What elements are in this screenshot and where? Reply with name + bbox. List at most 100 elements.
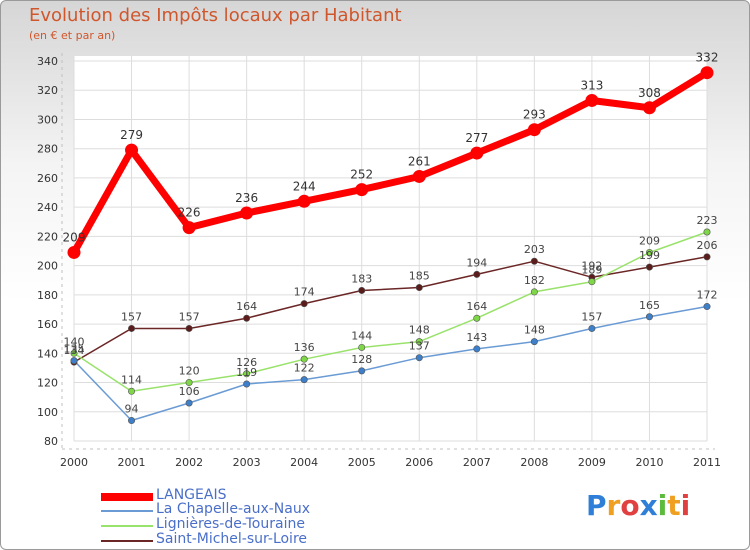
x-tick-label: 2005 [348,456,376,469]
data-point [358,286,366,294]
logo-letter: P [586,489,607,522]
y-tick-label: 140 [37,347,58,360]
series-line-2 [73,231,708,393]
data-label: 279 [120,128,143,142]
legend-label: LANGEAIS [156,487,227,503]
data-label: 206 [697,239,718,252]
legend-swatch [101,525,153,527]
legend-swatch [101,510,153,512]
data-point [128,324,136,332]
data-label: 192 [581,259,602,272]
data-point [415,284,423,292]
logo-letter: r [606,489,621,522]
data-label: 135 [64,343,85,356]
data-point [243,380,251,388]
data-point [585,93,599,107]
data-point [67,245,81,259]
data-point [642,101,656,115]
plot-area [74,56,707,441]
data-label: 261 [408,154,431,168]
data-label: 182 [524,274,545,287]
data-label: 126 [236,356,257,369]
chart-subtitle: (en € et par an) [29,29,116,42]
legend-label: La Chapelle-aux-Naux [156,501,310,517]
x-tick-label: 2007 [463,456,491,469]
data-point [588,324,596,332]
data-label: 134 [64,344,85,357]
y-tick-label: 160 [37,318,58,331]
x-tick-label: 2008 [520,456,548,469]
data-label: 157 [581,310,602,323]
data-label: 137 [409,340,430,353]
data-label: 199 [639,249,660,262]
data-point [412,169,426,183]
y-tick-label: 340 [37,55,58,68]
y-tick-label: 180 [37,289,58,302]
series-line-1 [73,305,708,422]
data-point [185,379,193,387]
series-line-3 [73,256,708,363]
legend-swatch [101,540,153,542]
x-tick-label: 2001 [118,456,146,469]
data-point [415,354,423,362]
data-label: 223 [697,214,718,227]
y-tick-label: 120 [37,377,58,390]
legend-label: Lignières-de-Touraine [156,516,305,532]
data-point [128,387,136,395]
data-label: 209 [639,234,660,247]
data-point [300,355,308,363]
data-point [470,146,484,160]
x-tick-label: 2011 [693,456,721,469]
legend-swatch [101,493,153,501]
data-label: 157 [121,310,142,323]
data-point [185,324,193,332]
chart-title: Evolution des Impôts locaux par Habitant [29,5,402,26]
data-label: 148 [524,324,545,337]
y-tick-label: 260 [37,172,58,185]
y-tick-label: 220 [37,230,58,243]
data-label: 185 [409,270,430,283]
data-point [703,228,711,236]
data-label: 277 [465,131,488,145]
data-point [527,123,541,137]
data-label: 203 [524,243,545,256]
x-tick-label: 2000 [60,456,88,469]
data-label: 236 [235,191,258,205]
data-label: 120 [179,365,200,378]
data-label: 244 [293,179,316,193]
data-point [297,194,311,208]
data-label: 332 [696,51,719,65]
data-label: 226 [178,206,201,220]
data-point [128,417,136,425]
data-point [700,66,714,80]
data-point [240,206,254,220]
data-label: 106 [179,385,200,398]
data-label: 119 [236,366,257,379]
data-point [358,343,366,351]
data-label: 209 [63,230,86,244]
data-point [185,399,193,407]
data-point [530,257,538,265]
data-label: 114 [121,373,142,386]
data-point [645,263,653,271]
data-point [473,314,481,322]
data-point [70,349,78,357]
proxiti-logo: Proxiti [586,489,690,522]
data-point [182,221,196,235]
data-point [473,270,481,278]
data-label: 313 [580,78,603,92]
data-label: 164 [466,300,487,313]
x-tick-label: 2004 [290,456,318,469]
data-point [415,338,423,346]
data-point [355,183,369,197]
data-label: 164 [236,300,257,313]
data-point [530,288,538,296]
logo-letter: x [639,489,658,522]
data-point [300,300,308,308]
series-line-0 [70,69,709,255]
data-point [243,370,251,378]
logo-letter: i [680,489,691,522]
logo-letter: i [657,489,668,522]
logo-letter: o [620,489,640,522]
